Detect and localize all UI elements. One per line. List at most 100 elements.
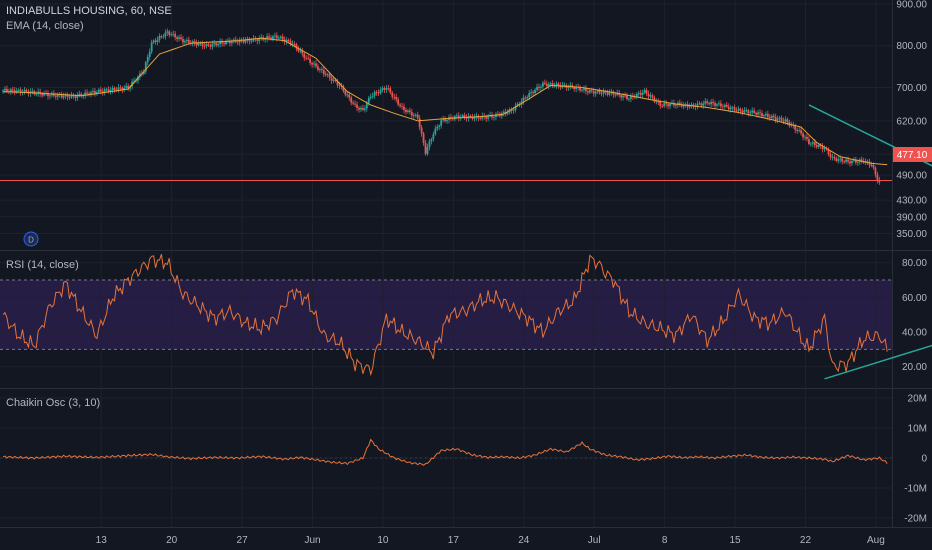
candle-body bbox=[264, 39, 267, 40]
candle-body bbox=[275, 35, 278, 38]
candle-body bbox=[105, 89, 108, 91]
candle-body bbox=[403, 106, 405, 110]
candle-body bbox=[721, 106, 724, 108]
candle-body bbox=[757, 112, 759, 115]
candle-body bbox=[729, 107, 732, 110]
candle-body bbox=[344, 90, 347, 95]
candle-body bbox=[142, 71, 145, 75]
candle-body bbox=[718, 103, 720, 105]
candle-body bbox=[62, 95, 65, 98]
candle-body bbox=[125, 86, 128, 88]
x-tick-label: 13 bbox=[96, 535, 108, 546]
rsi-legend[interactable]: RSI (14, close) bbox=[6, 259, 79, 271]
x-tick-label: 10 bbox=[377, 535, 389, 546]
candle-body bbox=[653, 97, 656, 102]
candle-body bbox=[133, 80, 135, 82]
candle-body bbox=[522, 97, 525, 102]
candle-body bbox=[426, 147, 429, 154]
candle-body bbox=[430, 139, 433, 142]
candle-body bbox=[197, 43, 200, 46]
candle-body bbox=[180, 37, 182, 39]
candle-body bbox=[19, 89, 22, 93]
candle-body bbox=[2, 90, 4, 92]
candle-body bbox=[144, 62, 147, 72]
candle-body bbox=[663, 103, 666, 106]
dividends-badge[interactable] bbox=[23, 231, 39, 247]
candle-body bbox=[725, 104, 728, 107]
candle-body bbox=[831, 157, 834, 158]
candle-body bbox=[223, 43, 225, 45]
candle-body bbox=[856, 161, 859, 163]
candle-body bbox=[720, 103, 722, 107]
candle-body bbox=[876, 174, 879, 181]
candle-body bbox=[469, 115, 472, 117]
candle-body bbox=[471, 116, 474, 119]
candle-body bbox=[324, 74, 327, 76]
candle-body bbox=[590, 90, 593, 92]
candle-body bbox=[588, 90, 591, 93]
chaikin-legend[interactable]: Chaikin Osc (3, 10) bbox=[6, 397, 100, 409]
candle-body bbox=[815, 145, 818, 147]
rsi-line bbox=[2, 254, 888, 377]
candle-body bbox=[573, 87, 576, 89]
candle-body bbox=[647, 93, 650, 97]
candle-body bbox=[215, 43, 218, 46]
candle-body bbox=[633, 96, 636, 98]
candle-body bbox=[661, 105, 664, 107]
candle-body bbox=[778, 117, 781, 119]
candle-body bbox=[596, 90, 599, 92]
candle-body bbox=[592, 91, 595, 94]
candle-body bbox=[352, 102, 355, 104]
candle-body bbox=[872, 165, 875, 168]
candle-body bbox=[354, 103, 357, 105]
candle-body bbox=[543, 82, 546, 84]
candle-body bbox=[800, 130, 803, 134]
candle-body bbox=[49, 95, 51, 97]
candle-body bbox=[318, 69, 321, 70]
candle-body bbox=[191, 41, 194, 44]
candle-body bbox=[714, 103, 716, 106]
price-trendline[interactable] bbox=[808, 104, 932, 178]
candle-body bbox=[213, 43, 216, 44]
symbol-title[interactable]: INDIABULLS HOUSING, 60, NSE bbox=[6, 5, 172, 17]
candle-body bbox=[4, 88, 6, 91]
candle-body bbox=[624, 95, 626, 97]
candle-body bbox=[768, 116, 771, 118]
candle-body bbox=[350, 97, 353, 103]
candle-body bbox=[651, 95, 654, 98]
candle-body bbox=[297, 48, 300, 52]
candle-body bbox=[268, 36, 270, 38]
candle-body bbox=[135, 80, 137, 82]
rsi-trendline[interactable] bbox=[824, 318, 932, 380]
candle-body bbox=[9, 89, 12, 92]
candle-body bbox=[270, 37, 272, 39]
candle-body bbox=[823, 148, 826, 150]
candle-body bbox=[342, 86, 345, 91]
candle-body bbox=[455, 115, 458, 117]
candle-body bbox=[698, 103, 701, 105]
candle-body bbox=[336, 81, 339, 86]
candle-body bbox=[373, 92, 376, 96]
candle-body bbox=[606, 92, 609, 95]
candle-body bbox=[819, 145, 822, 147]
candle-body bbox=[524, 97, 527, 99]
candle-body bbox=[338, 85, 341, 87]
candle-body bbox=[622, 95, 624, 98]
candle-body bbox=[31, 91, 34, 92]
x-tick-label: 15 bbox=[729, 535, 741, 546]
candle-body bbox=[387, 88, 390, 89]
candle-body bbox=[23, 89, 26, 93]
candle-body bbox=[452, 118, 454, 120]
candle-body bbox=[407, 110, 409, 113]
candle-body bbox=[798, 130, 801, 131]
candle-body bbox=[168, 31, 171, 35]
candle-body bbox=[405, 109, 407, 113]
candle-body bbox=[236, 41, 239, 43]
y-tick-label: 20M bbox=[908, 394, 927, 405]
candle-body bbox=[162, 36, 165, 38]
ema-legend[interactable]: EMA (14, close) bbox=[6, 20, 84, 32]
y-tick-label: 10M bbox=[908, 424, 927, 435]
candle-body bbox=[493, 116, 495, 118]
candle-body bbox=[506, 112, 509, 114]
candle-body bbox=[13, 90, 16, 93]
